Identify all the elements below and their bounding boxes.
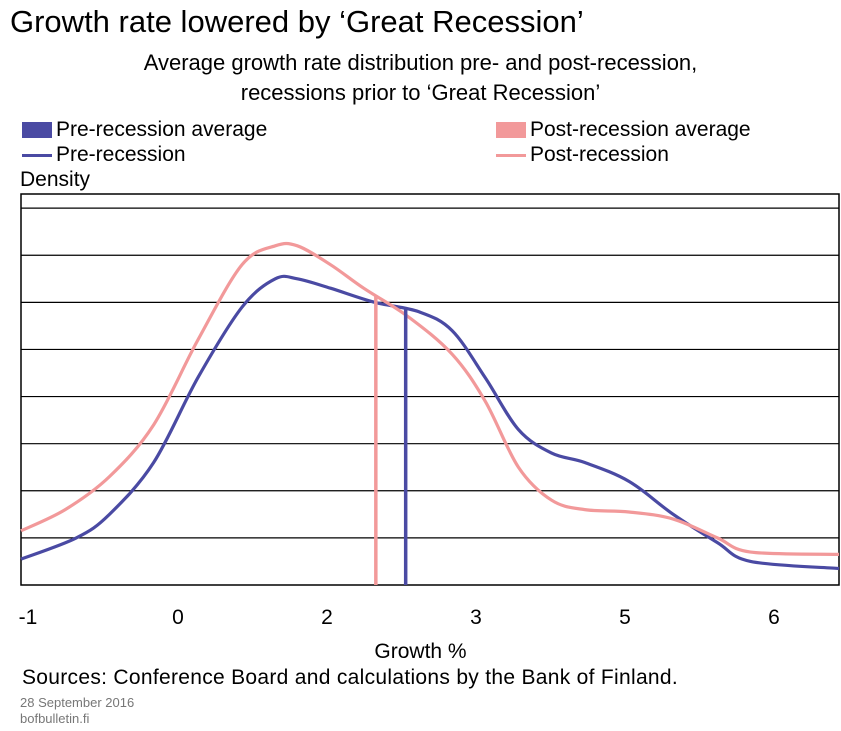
x-tick-label: 5 — [619, 606, 631, 629]
chart-title: Growth rate lowered by ‘Great Recession’ — [10, 4, 584, 39]
chart-subtitle-line-2: recessions prior to ‘Great Recession’ — [240, 80, 601, 105]
legend-swatch-post-average — [496, 122, 526, 138]
publication-date: 28 September 2016 — [20, 695, 135, 710]
legend-swatch-pre-line — [22, 153, 52, 157]
legend-label-post-average: Post-recession average — [530, 118, 751, 141]
pre-recession-curve — [20, 274, 840, 571]
legend-label-pre-line: Pre-recession — [56, 143, 186, 166]
x-tick-label: 6 — [768, 606, 780, 629]
legend-post-recession-average: Post-recession average — [496, 118, 751, 142]
legend-swatch-post-line — [496, 153, 526, 157]
legend-label-pre-average: Pre-recession average — [56, 118, 268, 141]
legend-swatch-pre-average — [22, 122, 52, 138]
x-tick-label: 3 — [470, 606, 482, 629]
x-axis-label: Growth % — [374, 640, 467, 663]
x-tick-label: -1 — [19, 606, 38, 629]
post-recession-curve — [20, 241, 840, 556]
x-tick-label: 0 — [172, 606, 184, 629]
plot-frame — [20, 193, 840, 586]
legend-label-post-line: Post-recession — [530, 143, 669, 166]
legend-post-recession: Post-recession — [496, 143, 669, 167]
chart-subtitle-line-1: Average growth rate distribution pre- an… — [143, 50, 698, 75]
y-axis-label: Density — [20, 168, 91, 191]
legend-pre-recession-average: Pre-recession average — [22, 118, 267, 142]
x-tick-label: 2 — [321, 606, 333, 629]
site-name: bofbulletin.fi — [20, 711, 90, 726]
sources-note: Sources: Conference Board and calculatio… — [22, 666, 679, 689]
legend-pre-recession: Pre-recession — [22, 143, 186, 167]
